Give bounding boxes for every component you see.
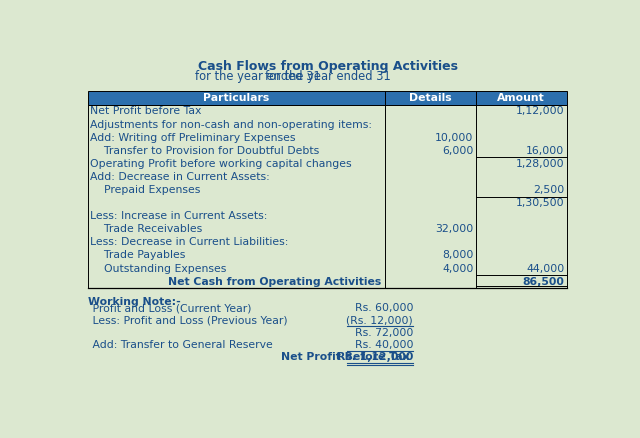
Text: Less: Decrease in Current Liabilities:: Less: Decrease in Current Liabilities:: [90, 237, 289, 247]
Bar: [88, 91, 566, 105]
Text: Transfer to Provision for Doubtful Debts: Transfer to Provision for Doubtful Debts: [90, 146, 319, 156]
Text: Outstanding Expenses: Outstanding Expenses: [90, 264, 227, 274]
Text: Less: Profit and Loss (Previous Year): Less: Profit and Loss (Previous Year): [88, 315, 287, 325]
Text: Net Profit before Tax: Net Profit before Tax: [90, 106, 202, 117]
Text: Amount: Amount: [497, 93, 545, 103]
Text: 8,000: 8,000: [442, 251, 474, 261]
Text: 44,000: 44,000: [526, 264, 564, 274]
Text: 16,000: 16,000: [526, 146, 564, 156]
Text: (Rs. 12,000): (Rs. 12,000): [346, 315, 413, 325]
Text: 32,000: 32,000: [435, 224, 474, 234]
Text: 1,28,000: 1,28,000: [516, 159, 564, 169]
Text: Prepaid Expenses: Prepaid Expenses: [90, 185, 200, 195]
Bar: [88, 105, 566, 288]
Text: 4,000: 4,000: [442, 264, 474, 274]
Text: for the year ended 31: for the year ended 31: [195, 70, 321, 83]
Text: Trade Receivables: Trade Receivables: [90, 224, 202, 234]
Text: Working Note:-: Working Note:-: [88, 297, 180, 307]
Text: Net Cash from Operating Activities: Net Cash from Operating Activities: [168, 277, 381, 286]
Text: 1,12,000: 1,12,000: [516, 106, 564, 117]
Text: Rs. 60,000: Rs. 60,000: [355, 303, 413, 313]
Text: Operating Profit before working capital changes: Operating Profit before working capital …: [90, 159, 352, 169]
Text: Add: Decrease in Current Assets:: Add: Decrease in Current Assets:: [90, 172, 270, 182]
Text: Rs. 72,000: Rs. 72,000: [355, 328, 413, 338]
Text: Profit and Loss (Current Year): Profit and Loss (Current Year): [88, 303, 251, 313]
Text: Rs. 1,12,000: Rs. 1,12,000: [337, 353, 413, 363]
Text: for the year ended 31: for the year ended 31: [265, 70, 391, 83]
Text: Details: Details: [409, 93, 451, 103]
Text: Cash Flows from Operating Activities: Cash Flows from Operating Activities: [198, 60, 458, 73]
Text: Particulars: Particulars: [203, 93, 269, 103]
Text: 86,500: 86,500: [522, 277, 564, 286]
Text: Rs. 40,000: Rs. 40,000: [355, 340, 413, 350]
Text: Add: Writing off Preliminary Expenses: Add: Writing off Preliminary Expenses: [90, 133, 296, 143]
Text: Adjustments for non-cash and non-operating items:: Adjustments for non-cash and non-operati…: [90, 120, 372, 130]
Text: Trade Payables: Trade Payables: [90, 251, 186, 261]
Text: 6,000: 6,000: [442, 146, 474, 156]
Text: Add: Transfer to General Reserve: Add: Transfer to General Reserve: [88, 340, 272, 350]
Text: 1,30,500: 1,30,500: [516, 198, 564, 208]
Text: Net Profit Before Tax: Net Profit Before Tax: [281, 353, 410, 363]
Text: 10,000: 10,000: [435, 133, 474, 143]
Text: 2,500: 2,500: [533, 185, 564, 195]
Text: Less: Increase in Current Assets:: Less: Increase in Current Assets:: [90, 211, 268, 221]
